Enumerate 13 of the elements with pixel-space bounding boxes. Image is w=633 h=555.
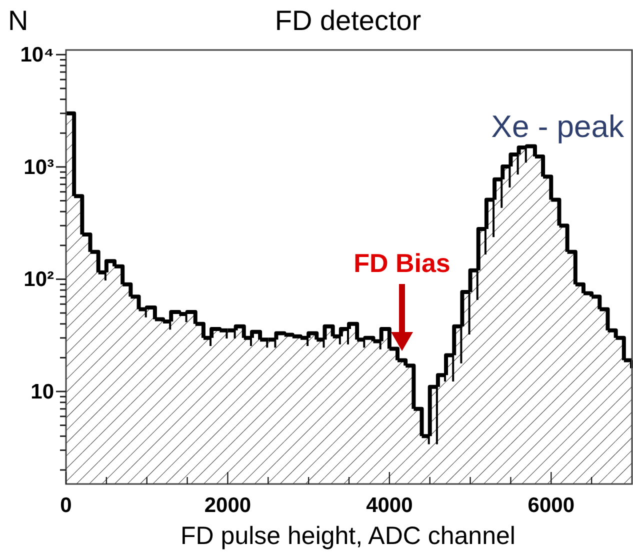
- y-tick-label: 10⁴: [20, 43, 54, 66]
- chart-title: FD detector: [274, 5, 422, 36]
- x-tick-label: 2000: [204, 494, 252, 517]
- y-tick-label: 10³: [24, 155, 54, 178]
- y-tick-label: 10²: [24, 268, 54, 291]
- x-tick-label: 6000: [528, 494, 574, 517]
- annotation: FD Bias: [354, 248, 450, 278]
- x-tick-label: 4000: [366, 494, 413, 517]
- y-axis-title: N: [8, 5, 28, 36]
- annotation: Xe - peak: [491, 109, 624, 144]
- x-tick-label: 0: [60, 494, 72, 517]
- y-tick-label: 10: [30, 380, 54, 403]
- x-axis-title: FD pulse height, ADC channel: [180, 522, 516, 550]
